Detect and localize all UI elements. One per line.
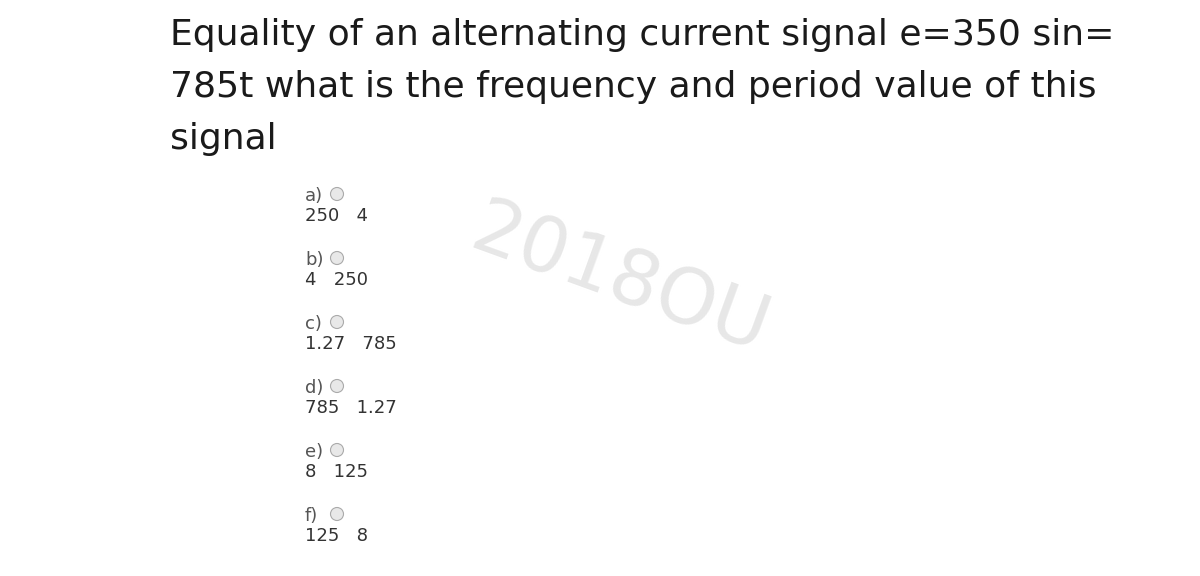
Text: a): a) <box>305 187 323 205</box>
Ellipse shape <box>330 444 343 457</box>
Text: Equality of an alternating current signal e=350 sin=: Equality of an alternating current signa… <box>170 18 1115 52</box>
Text: e): e) <box>305 443 323 461</box>
Ellipse shape <box>330 507 343 521</box>
Text: f): f) <box>305 507 318 525</box>
Text: d): d) <box>305 379 323 397</box>
Ellipse shape <box>330 252 343 264</box>
Text: c): c) <box>305 315 322 333</box>
Text: 2018OU: 2018OU <box>462 192 779 368</box>
Ellipse shape <box>330 316 343 328</box>
Text: 8   125: 8 125 <box>305 463 368 481</box>
Text: 125   8: 125 8 <box>305 527 368 545</box>
Text: 785t what is the frequency and period value of this: 785t what is the frequency and period va… <box>170 70 1097 104</box>
Ellipse shape <box>330 188 343 200</box>
Ellipse shape <box>330 380 343 392</box>
Text: b): b) <box>305 251 324 269</box>
Text: 785   1.27: 785 1.27 <box>305 399 397 417</box>
Text: 1.27   785: 1.27 785 <box>305 335 397 353</box>
Text: 4   250: 4 250 <box>305 271 368 289</box>
Text: 250   4: 250 4 <box>305 207 368 225</box>
Text: signal: signal <box>170 122 277 156</box>
